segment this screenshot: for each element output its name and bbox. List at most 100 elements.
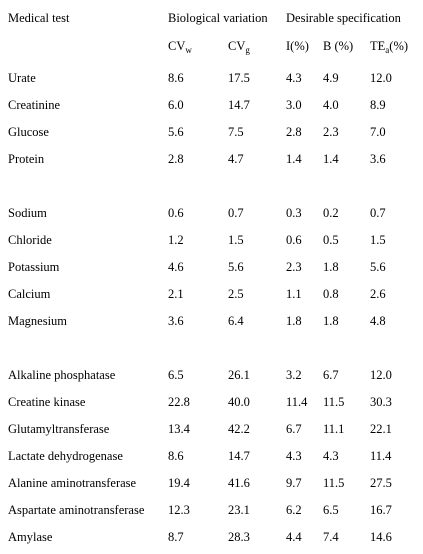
cell-value: 14.7	[228, 98, 250, 112]
column-base: CV	[228, 39, 246, 53]
column-header: CVg	[228, 39, 250, 55]
test-name: Lactate dehydrogenase	[8, 449, 123, 463]
cell-value: 8.7	[168, 530, 184, 544]
cell-value: 0.8	[323, 287, 339, 301]
column-subscript: g	[245, 45, 250, 55]
cell-value: 26.1	[228, 368, 250, 382]
cell-value: 41.6	[228, 476, 250, 490]
cell-value: 6.5	[168, 368, 184, 382]
cell-value: 8.6	[168, 449, 184, 463]
cell-value: 0.5	[323, 233, 339, 247]
cell-value: 1.8	[323, 314, 339, 328]
cell-value: 2.8	[168, 152, 184, 166]
cell-value: 4.3	[286, 449, 302, 463]
cell-value: 28.3	[228, 530, 250, 544]
test-name: Calcium	[8, 287, 51, 301]
cell-value: 4.7	[228, 152, 244, 166]
cell-value: 6.7	[323, 368, 339, 382]
cell-value: 1.4	[286, 152, 302, 166]
cell-value: 1.8	[323, 260, 339, 274]
cell-value: 1.5	[370, 233, 386, 247]
cell-value: 3.6	[370, 152, 386, 166]
cell-value: 6.5	[323, 503, 339, 517]
cell-value: 5.6	[168, 125, 184, 139]
header-biological-variation: Biological variation	[168, 11, 268, 25]
cell-value: 7.4	[323, 530, 339, 544]
cell-value: 1.8	[286, 314, 302, 328]
cell-value: 6.0	[168, 98, 184, 112]
column-subscript: w	[185, 45, 192, 55]
cell-value: 30.3	[370, 395, 392, 409]
cell-value: 0.3	[286, 206, 302, 220]
cell-value: 1.5	[228, 233, 244, 247]
cell-value: 7.5	[228, 125, 244, 139]
cell-value: 0.6	[168, 206, 184, 220]
test-name: Creatine kinase	[8, 395, 86, 409]
cell-value: 2.1	[168, 287, 184, 301]
test-name: Glutamyltransferase	[8, 422, 110, 436]
cell-value: 14.6	[370, 530, 392, 544]
column-base: TE	[370, 39, 386, 53]
cell-value: 1.2	[168, 233, 184, 247]
cell-value: 2.3	[323, 125, 339, 139]
column-subscript: a	[385, 45, 390, 55]
cell-value: 5.6	[370, 260, 386, 274]
cell-value: 2.3	[286, 260, 302, 274]
cell-value: 42.2	[228, 422, 250, 436]
cell-value: 3.2	[286, 368, 302, 382]
cell-value: 11.4	[286, 395, 308, 409]
cell-value: 0.7	[370, 206, 386, 220]
test-name: Alkaline phosphatase	[8, 368, 116, 382]
cell-value: 4.4	[286, 530, 302, 544]
test-name: Glucose	[8, 125, 49, 139]
column-base: CV	[168, 39, 186, 53]
cell-value: 2.6	[370, 287, 386, 301]
cell-value: 12.0	[370, 368, 392, 382]
cell-value: 11.5	[323, 476, 345, 490]
cell-value: 4.3	[323, 449, 339, 463]
test-name: Chloride	[8, 233, 52, 247]
column-header: B (%)	[323, 39, 353, 53]
test-name: Magnesium	[8, 314, 68, 328]
cell-value: 11.5	[323, 395, 345, 409]
cell-value: 5.6	[228, 260, 244, 274]
test-name: Potassium	[8, 260, 60, 274]
cell-value: 12.0	[370, 71, 392, 85]
column-suffix: (%)	[389, 39, 409, 53]
cell-value: 2.8	[286, 125, 302, 139]
cell-value: 6.4	[228, 314, 244, 328]
cell-value: 0.2	[323, 206, 339, 220]
test-name: Creatinine	[8, 98, 61, 112]
cell-value: 4.6	[168, 260, 184, 274]
column-base: B (%)	[323, 39, 354, 53]
cell-value: 4.8	[370, 314, 386, 328]
cell-value: 12.3	[168, 503, 190, 517]
cell-value: 0.7	[228, 206, 244, 220]
cell-value: 16.7	[370, 503, 392, 517]
test-name: Protein	[8, 152, 45, 166]
cell-value: 11.1	[323, 422, 345, 436]
column-base: I(%)	[286, 39, 309, 53]
cell-value: 1.4	[323, 152, 339, 166]
column-header: TEa(%)	[370, 39, 409, 55]
test-name: Aspartate aminotransferase	[8, 503, 145, 517]
cell-value: 27.5	[370, 476, 392, 490]
cell-value: 9.7	[286, 476, 302, 490]
cell-value: 6.7	[286, 422, 302, 436]
header-desirable-specification: Desirable specification	[286, 11, 401, 25]
cell-value: 3.6	[168, 314, 184, 328]
cell-value: 22.1	[370, 422, 392, 436]
cell-value: 1.1	[286, 287, 302, 301]
cell-value: 6.2	[286, 503, 302, 517]
cell-value: 23.1	[228, 503, 250, 517]
test-name: Urate	[8, 71, 36, 85]
cell-value: 4.3	[286, 71, 302, 85]
cell-value: 17.5	[228, 71, 250, 85]
cell-value: 3.0	[286, 98, 302, 112]
cell-value: 8.9	[370, 98, 386, 112]
cell-value: 13.4	[168, 422, 190, 436]
test-name: Amylase	[8, 530, 53, 544]
cell-value: 0.6	[286, 233, 302, 247]
test-name: Sodium	[8, 206, 47, 220]
